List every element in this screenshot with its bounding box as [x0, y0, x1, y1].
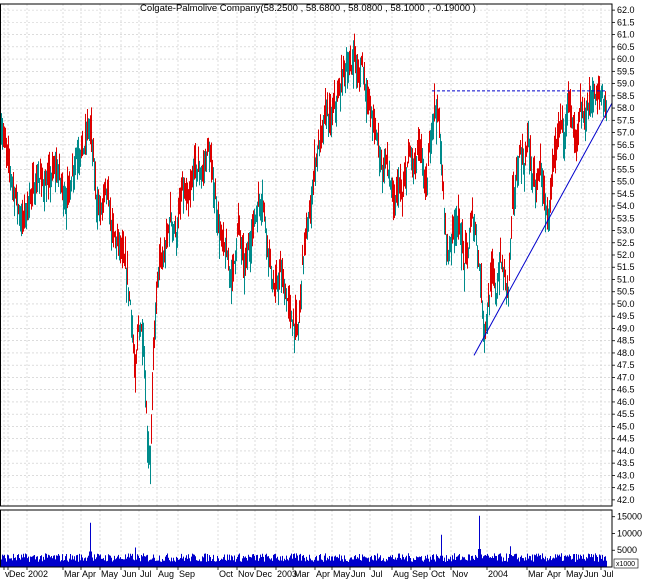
chart-title: Colgate-Palmolive Company(58.2500 , 58.6… [140, 3, 476, 14]
price-tick-label: 59.0 [617, 79, 635, 89]
date-tick-label: May [566, 569, 584, 579]
support-trendline [473, 102, 613, 356]
price-tick-label: 50.5 [617, 287, 635, 297]
date-tick-label: Aug [393, 569, 409, 579]
price-tick-label: 52.0 [617, 250, 635, 260]
date-tick-label: Jun [584, 569, 599, 579]
date-tick-label: Dec [9, 569, 26, 579]
price-tick-label: 54.5 [617, 189, 635, 199]
price-tick-label: 60.0 [617, 54, 635, 64]
price-tick-label: 51.0 [617, 274, 635, 284]
volume-tick-label: 5000 [617, 545, 637, 555]
volume-axis: 5000 10000 15000 x1000 [612, 512, 642, 569]
date-tick-label: Apr [82, 569, 96, 579]
volume-tick-label: 15000 [617, 512, 642, 522]
price-tick-label: 60.5 [617, 42, 635, 52]
date-tick-label: Sep [412, 569, 428, 579]
price-tick-label: 46.0 [617, 397, 635, 407]
price-tick-label: 61.0 [617, 30, 635, 40]
date-tick-label: Oct [219, 569, 234, 579]
price-tick-label: 42.5 [617, 483, 635, 493]
date-tick-label: Dec [256, 569, 273, 579]
volume-panel-frame [0, 509, 613, 568]
date-axis: v Dec 2002 Mar Apr May Jun Jul Aug Sep Oct Nov Dec 20… [3, 567, 614, 579]
candle-layer [0, 33, 607, 485]
date-tick-label: 2003 [277, 569, 297, 579]
price-tick-label: 56.0 [617, 152, 635, 162]
date-tick-label: 2004 [488, 569, 508, 579]
date-tick-label: Jun [351, 569, 366, 579]
price-tick-label: 49.0 [617, 323, 635, 333]
price-tick-label: 53.5 [617, 213, 635, 223]
price-tick-label: 50.0 [617, 299, 635, 309]
price-tick-label: 48.0 [617, 348, 635, 358]
price-tick-label: 49.5 [617, 311, 635, 321]
price-tick-label: 54.0 [617, 201, 635, 211]
date-tick-label: Nov [238, 569, 255, 579]
price-tick-label: 44.5 [617, 434, 635, 444]
date-tick-label: Mar [64, 569, 80, 579]
date-tick-label: Jun [122, 569, 137, 579]
price-tick-label: 47.5 [617, 360, 635, 370]
date-tick-label: Apr [316, 569, 330, 579]
price-tick-label: 45.5 [617, 409, 635, 419]
date-tick-label: Sep [179, 569, 195, 579]
price-tick-label: 55.0 [617, 177, 635, 187]
price-tick-label: 58.0 [617, 103, 635, 113]
price-tick-label: 59.5 [617, 66, 635, 76]
date-tick-label: Nov [452, 569, 469, 579]
price-tick-label: 58.5 [617, 91, 635, 101]
price-tick-label: 43.0 [617, 470, 635, 480]
trendline-layer [432, 90, 613, 356]
date-tick-label: Mar [528, 569, 544, 579]
date-tick-label: Oct [431, 569, 446, 579]
volume-unit-label: x1000 [616, 561, 635, 568]
price-tick-label: 57.0 [617, 128, 635, 138]
price-tick-label: 51.5 [617, 262, 635, 272]
price-tick-label: 55.5 [617, 164, 635, 174]
volume-layer [0, 515, 607, 567]
price-axis: 42.0 42.5 43.0 43.5 44.0 44.5 45.0 45.5 46.0 46.5… [612, 5, 635, 505]
date-tick-label: May [101, 569, 119, 579]
price-tick-label: 56.5 [617, 140, 635, 150]
date-tick-label: May [333, 569, 351, 579]
date-tick-label: Apr [547, 569, 561, 579]
date-tick-label: Jul [602, 569, 614, 579]
price-tick-label: 53.0 [617, 226, 635, 236]
date-tick-label: 2002 [28, 569, 48, 579]
price-tick-label: 52.5 [617, 238, 635, 248]
date-tick-label: Aug [158, 569, 174, 579]
grid-layer [0, 4, 612, 567]
volume-unit-box [613, 558, 639, 569]
price-tick-label: 57.5 [617, 115, 635, 125]
date-tick-label: Jul [140, 569, 152, 579]
price-tick-label: 47.0 [617, 372, 635, 382]
price-tick-label: 45.0 [617, 421, 635, 431]
price-tick-label: 44.0 [617, 446, 635, 456]
price-tick-label: 48.5 [617, 336, 635, 346]
price-tick-label: 43.5 [617, 458, 635, 468]
price-tick-label: 62.0 [617, 5, 635, 15]
price-tick-label: 42.0 [617, 495, 635, 505]
date-tick-label: Mar [294, 569, 310, 579]
date-tick-label: Jul [371, 569, 383, 579]
volume-tick-label: 10000 [617, 528, 642, 538]
price-tick-label: 46.5 [617, 385, 635, 395]
price-tick-label: 61.5 [617, 17, 635, 27]
date-tick-label: v [5, 569, 10, 579]
